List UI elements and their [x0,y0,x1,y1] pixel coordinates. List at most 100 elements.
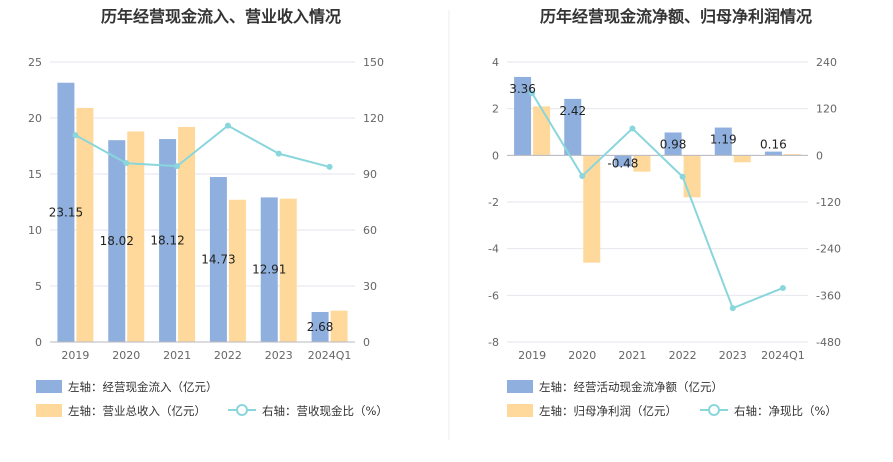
x-tick-label: 2024Q1 [308,349,352,362]
line-point [224,122,231,129]
line-series [72,122,333,170]
right-tick-label: 150 [363,56,384,69]
bar [279,198,297,342]
data-label: 2.68 [307,320,334,334]
grid-lines [50,61,355,343]
x-axis: 2019 2020 2021 2022 2023 2024Q1 [507,154,808,362]
legend-swatch-dot [236,404,248,416]
bar [583,155,601,263]
bar [311,311,329,342]
data-label: 14.73 [201,253,235,267]
bar [159,139,177,342]
bar [564,98,582,156]
bar [260,197,278,342]
right-tick-label: -120 [816,196,841,209]
legend-label: 左轴：经营现金流入（亿元） [68,380,218,394]
left-tick-label: 20 [28,112,42,125]
left-axis-ticks: -8 -6 -4 -2 0 2 4 [488,56,499,349]
legend-label: 右轴：净现比（%） [734,404,837,418]
x-tick-label: 2020 [568,349,596,362]
left-tick-label: -2 [488,196,499,209]
legend: 左轴：经营现金流入（亿元） 左轴：营业总收入（亿元） 右轴：营收现金比（%） [36,380,388,418]
right-tick-label: 120 [363,112,384,125]
series-line [531,92,784,310]
legend-label: 右轴：营收现金比（%） [262,404,388,418]
x-tick-label: 2022 [214,349,242,362]
x-tick-label: 2019 [61,349,89,362]
data-label: 18.02 [100,234,134,248]
data-labels: 3.36 2.42 -0.48 0.98 1.19 0.16 [509,82,787,170]
bar [733,155,751,163]
data-label: 23.15 [49,205,83,219]
x-tick-label: 2024Q1 [761,349,805,362]
bar [108,140,126,342]
x-tick-label: 2021 [618,349,646,362]
x-tick-label: 2021 [163,349,191,362]
right-tick-label: -240 [816,243,841,256]
right-tick-label: -360 [816,289,841,302]
line-point [629,125,636,132]
legend-swatch-dot [708,404,720,416]
left-tick-label: 25 [28,56,42,69]
bar [57,82,75,342]
x-tick-label: 2020 [112,349,140,362]
data-label: 0.98 [660,137,687,151]
bar [228,199,246,342]
bar [514,76,532,156]
legend-label: 左轴：归母净利润（亿元） [539,404,677,418]
line-point [779,284,786,291]
x-axis: 2019 2020 2021 2022 2023 2024Q1 [50,341,355,362]
x-tick-label: 2023 [265,349,293,362]
chart-title: 历年经营现金流入、营业收入情况 [101,7,341,26]
bar [127,131,145,342]
left-axis-ticks: 0 5 10 15 20 25 [28,56,42,349]
x-tick-label: 2023 [719,349,747,362]
line-point [275,150,282,157]
bar [764,151,782,156]
right-axis-ticks: -480 -360 -240 -120 0 120 240 [816,56,841,349]
left-tick-label: 5 [35,280,42,293]
data-label: -0.48 [607,156,638,170]
x-tick-label: 2022 [669,349,697,362]
legend-swatch-bar-a [36,380,62,393]
legend-label: 左轴：营业总收入（亿元） [68,404,206,418]
chart-cashflow-revenue: 历年经营现金流入、营业收入情况 0 5 10 15 20 25 0 30 60 90 120 150… [28,7,388,418]
left-tick-label: 15 [28,168,42,181]
legend-label: 左轴：经营活动现金流净额（亿元） [539,380,723,394]
data-label: 3.36 [509,82,536,96]
right-tick-label: 0 [816,149,823,162]
line-point [529,90,536,97]
data-label: 1.19 [710,133,737,147]
line-point [326,163,333,170]
left-tick-label: 10 [28,224,42,237]
line-point [729,305,736,312]
legend-swatch-bar-a [507,380,533,393]
x-tick-label: 2019 [518,349,546,362]
right-tick-label: 60 [363,224,377,237]
grid-lines [507,61,808,343]
data-label: 18.12 [150,234,184,248]
bar [178,126,196,343]
bar [783,154,801,156]
bar [614,155,632,167]
data-label: 12.91 [252,263,286,277]
chart-netcash-profit: 历年经营现金流净额、归母净利润情况 -8 -6 -4 -2 0 2 4 -480 -360 -2… [488,7,841,418]
line-point [579,172,586,179]
legend-swatch-bar-b [507,404,533,417]
bar [683,155,701,198]
chart-title: 历年经营现金流净额、归母净利润情况 [540,7,812,26]
legend-swatch-bar-b [36,404,62,417]
right-tick-label: 90 [363,168,377,181]
right-tick-label: -480 [816,336,841,349]
bar [330,310,348,342]
line-point [72,132,79,139]
line-point [123,160,130,167]
data-label: 0.16 [760,138,787,152]
right-tick-label: 240 [816,56,837,69]
left-tick-label: 0 [492,149,499,162]
data-labels: 23.15 18.02 18.12 14.73 12.91 2.68 [49,205,334,334]
bar [533,106,551,156]
left-tick-label: -8 [488,336,499,349]
